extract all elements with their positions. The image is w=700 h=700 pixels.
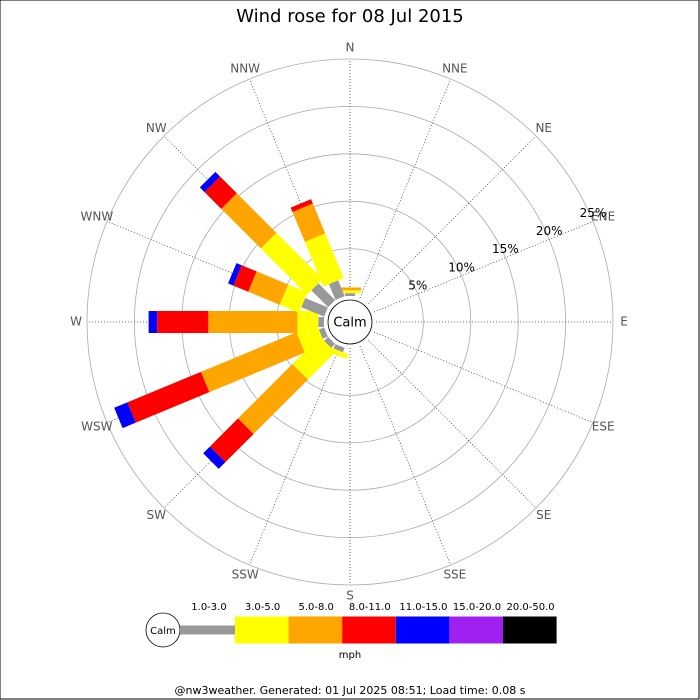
bar-segment <box>228 263 242 286</box>
ring-label: 10% <box>448 260 475 274</box>
legend-label: 5.0-8.0 <box>298 602 333 613</box>
legend-label: 20.0-50.0 <box>507 602 555 613</box>
bar-segment <box>238 364 308 434</box>
spoke <box>359 345 452 566</box>
chart-title: Wind rose for 08 Jul 2015 <box>236 6 464 27</box>
legend-swatch <box>288 616 343 644</box>
legend-label: 11.0-15.0 <box>399 602 447 613</box>
bar-segment <box>199 171 221 193</box>
ring-label: 5% <box>408 278 427 292</box>
bar-segment <box>301 297 328 317</box>
unit-label: mph <box>339 650 361 661</box>
direction-label: SSW <box>232 568 259 582</box>
bar-segment <box>318 317 324 327</box>
bar-segment <box>209 418 254 463</box>
legend-swatch <box>503 616 557 644</box>
bar-segment <box>279 284 308 313</box>
legend-label: 3.0-5.0 <box>245 602 280 613</box>
bar-segment <box>260 232 323 295</box>
bar-segment <box>339 290 361 294</box>
direction-label: SE <box>536 508 551 522</box>
bar-segment <box>339 287 361 291</box>
direction-label: S <box>346 589 354 603</box>
bar-segment <box>203 446 226 469</box>
direction-label: WNW <box>80 210 113 224</box>
legend-swatch <box>449 616 503 644</box>
direction-label: NNW <box>230 61 260 75</box>
direction-label: NNE <box>442 61 468 75</box>
bar-segment <box>324 336 336 348</box>
spoke <box>248 345 341 566</box>
ring <box>86 58 614 586</box>
direction-label: W <box>70 315 82 329</box>
legend-label: 1.0-3.0 <box>191 602 226 613</box>
bar-segment <box>200 332 305 393</box>
legend-label: 15.0-20.0 <box>453 602 501 613</box>
direction-label: SW <box>147 508 167 522</box>
bar-segment <box>292 203 326 242</box>
bar-segment <box>127 371 210 423</box>
legend-swatch <box>395 616 450 644</box>
bar-segment <box>204 176 237 209</box>
legend-swatch <box>235 616 289 644</box>
bar-segment <box>248 271 289 305</box>
direction-label: E <box>620 315 628 329</box>
legend-swatch <box>342 616 396 644</box>
bar-segment <box>233 265 257 292</box>
ring-label: 25% <box>580 206 607 220</box>
bar-segment <box>345 293 355 296</box>
footer: @nw3weather. Generated: 01 Jul 2025 08:5… <box>175 684 526 697</box>
legend-label: 8.0-11.0 <box>349 602 391 613</box>
spoke <box>368 340 537 509</box>
spoke <box>359 78 452 299</box>
bar-segment <box>208 311 298 333</box>
bar-segment <box>221 193 277 249</box>
bar-segment <box>290 199 313 212</box>
bar-segment <box>333 344 345 353</box>
calm-circle <box>327 299 373 345</box>
bar-segment <box>157 311 209 333</box>
spoke <box>373 220 594 313</box>
direction-label: SSE <box>443 568 466 582</box>
direction-label: ENE <box>591 210 615 224</box>
legend-calm-label: Calm <box>150 626 176 637</box>
direction-label: NW <box>146 121 167 135</box>
direction-label: ESE <box>592 419 615 433</box>
calm-label: Calm <box>333 316 366 331</box>
bar-segment <box>304 233 344 287</box>
bar-segment <box>114 402 136 429</box>
direction-label: NE <box>535 121 552 135</box>
bar-segment <box>148 311 158 333</box>
bar-segment <box>311 283 336 308</box>
spoke <box>368 135 537 304</box>
ring-label: 20% <box>536 224 563 238</box>
bar-segment <box>328 280 345 300</box>
bar-segment <box>292 336 336 380</box>
direction-label: N <box>346 41 355 55</box>
legend-swatch <box>180 625 235 635</box>
spoke <box>373 331 594 424</box>
bar-segment <box>297 311 319 333</box>
ring-label: 15% <box>492 242 519 256</box>
direction-label: WSW <box>81 419 112 433</box>
bar-segment <box>318 327 328 339</box>
